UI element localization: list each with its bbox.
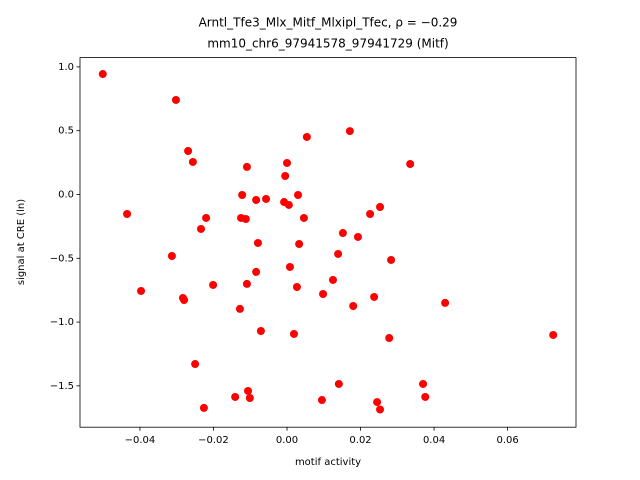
point — [294, 191, 303, 200]
point — [370, 292, 379, 301]
point — [256, 327, 265, 336]
point — [171, 95, 180, 104]
y-tick-label: −1.5 — [50, 381, 74, 392]
point — [373, 398, 382, 407]
point — [376, 202, 385, 211]
chart-subtitle: mm10_chr6_97941578_97941729 (Mitf) — [207, 37, 448, 51]
y-tick-label: −0.5 — [50, 253, 74, 264]
point — [242, 279, 251, 288]
point — [238, 191, 247, 200]
x-tick-label: 0.02 — [349, 435, 371, 446]
y-axis-label: signal at CRE (ln) — [16, 199, 27, 285]
point — [419, 379, 428, 388]
x-tick-label: 0.00 — [276, 435, 298, 446]
point — [252, 267, 261, 276]
point — [235, 304, 244, 313]
point — [295, 239, 304, 248]
x-tick-label: −0.02 — [198, 435, 229, 446]
point — [199, 403, 208, 412]
point — [349, 301, 358, 310]
point — [317, 396, 326, 405]
point — [334, 249, 343, 258]
point — [244, 386, 253, 395]
point — [184, 146, 193, 155]
point — [281, 171, 290, 180]
point — [319, 290, 328, 299]
point — [353, 232, 362, 241]
point — [202, 213, 211, 222]
point — [253, 238, 262, 247]
point — [441, 298, 450, 307]
point — [334, 379, 343, 388]
point — [196, 224, 205, 233]
point — [167, 251, 176, 260]
point — [289, 329, 298, 338]
point — [302, 132, 311, 141]
point — [209, 280, 218, 289]
point — [137, 286, 146, 295]
point — [345, 127, 354, 136]
point — [123, 210, 132, 219]
point — [252, 195, 261, 204]
point — [98, 70, 107, 79]
point — [242, 162, 251, 171]
y-tick-label: 1.0 — [58, 62, 74, 73]
point — [376, 405, 385, 414]
y-tick-label: 0.0 — [58, 189, 74, 200]
point — [241, 214, 250, 223]
point — [231, 392, 240, 401]
y-tick-label: −1.0 — [50, 317, 74, 328]
point — [549, 330, 558, 339]
point — [406, 160, 415, 169]
point — [284, 200, 293, 209]
x-axis-label: motif activity — [295, 457, 361, 468]
point — [191, 360, 200, 369]
point — [292, 282, 301, 291]
chart-title: Arntl_Tfe3_Mlx_Mitf_Mlxipl_Tfec, ρ = −0.… — [199, 16, 458, 30]
point — [188, 157, 197, 166]
point — [385, 334, 394, 343]
point — [245, 393, 254, 402]
x-tick-label: −0.04 — [125, 435, 156, 446]
point — [285, 262, 294, 271]
point — [328, 275, 337, 284]
point — [299, 213, 308, 222]
point — [366, 210, 375, 219]
plot-frame — [79, 57, 577, 428]
point — [421, 392, 430, 401]
point — [338, 229, 347, 238]
point — [262, 194, 271, 203]
y-tick-label: 0.5 — [58, 126, 74, 137]
point — [283, 158, 292, 167]
point — [387, 255, 396, 264]
x-tick-label: 0.06 — [496, 435, 518, 446]
point — [180, 296, 189, 305]
x-tick-label: 0.04 — [423, 435, 445, 446]
